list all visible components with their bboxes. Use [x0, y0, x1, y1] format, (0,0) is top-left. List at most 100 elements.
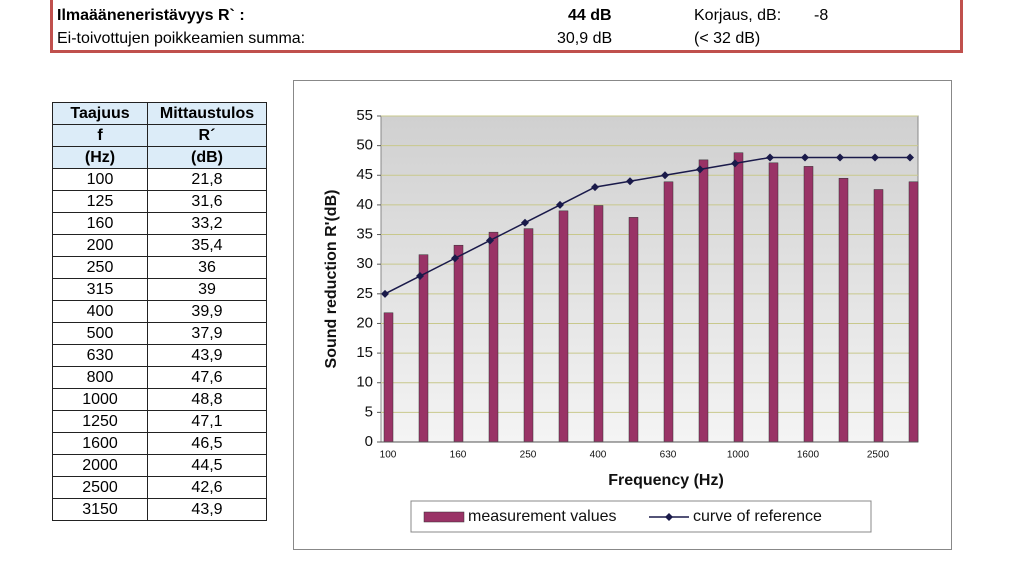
bar [838, 177, 849, 443]
table-row: 2500 42,6 [52, 476, 267, 499]
bar [383, 312, 394, 443]
table-row: 1600 46,5 [52, 432, 267, 455]
y-tick-label: 25 [356, 285, 373, 302]
table-cell: 400 [52, 300, 148, 323]
table-row: 200 35,4 [52, 234, 267, 257]
y-tick-label: 50 [356, 137, 373, 154]
data-table: Taajuus Mittaustulos f R´ (Hz) (dB) 100 21,8 125… [52, 102, 267, 521]
marker [451, 254, 459, 263]
marker [801, 153, 809, 162]
marker [871, 153, 879, 162]
marker [416, 272, 424, 281]
y-tick-label: 35 [356, 226, 373, 243]
table-cell: 31,6 [147, 190, 267, 213]
table-row: 250 36 [52, 256, 267, 279]
table-row: 500 37,9 [52, 322, 267, 345]
bar [908, 181, 919, 443]
table-cell: 100 [52, 168, 148, 191]
table-cell: 43,9 [147, 498, 267, 521]
table-cell: (Hz) [52, 146, 148, 169]
marker [486, 236, 494, 245]
y-tick-label: 55 [356, 107, 373, 124]
table-row: f R´ [52, 124, 267, 147]
legend-label: measurement values [468, 508, 617, 525]
bar [873, 189, 884, 443]
table-cell: 630 [52, 344, 148, 367]
marker [661, 171, 669, 180]
chart: Frequency (Hz) Sound reduction R'(dB) 0 5… [323, 107, 919, 533]
table-row: 1250 47,1 [52, 410, 267, 433]
bar [523, 228, 534, 443]
y-tick-label: 15 [356, 344, 373, 361]
x-tick-label: 250 [520, 450, 537, 461]
label: Korjaus, dB: [694, 7, 782, 24]
table-cell: 2500 [52, 476, 148, 499]
bar [593, 205, 604, 443]
y-tick-label: 20 [356, 314, 373, 331]
table-cell: R´ [147, 124, 267, 147]
marker [766, 153, 774, 162]
table-row: 160 33,2 [52, 212, 267, 235]
legend-swatch [423, 511, 465, 523]
bar [768, 162, 779, 443]
y-tick-label: 45 [356, 166, 373, 183]
table-cell: 46,5 [147, 432, 267, 455]
bar [628, 217, 639, 443]
bar [663, 181, 674, 443]
value: 44 dB [568, 7, 612, 24]
table-cell: 200 [52, 234, 148, 257]
table-cell: 47,1 [147, 410, 267, 433]
table-cell: 21,8 [147, 168, 267, 191]
label: Ilmaääneneristävyys R` : [57, 7, 245, 24]
table-row: 1000 48,8 [52, 388, 267, 411]
bar [558, 210, 569, 443]
x-tick-label: 630 [660, 450, 677, 461]
x-tick-label: 160 [450, 450, 467, 461]
marker [696, 165, 704, 174]
table-cell: 315 [52, 278, 148, 301]
table-cell: 125 [52, 190, 148, 213]
table-cell: 2000 [52, 454, 148, 477]
table-cell: 250 [52, 256, 148, 279]
bar [453, 244, 464, 443]
bar [698, 159, 709, 443]
table-cell: 35,4 [147, 234, 267, 257]
table-row: Taajuus Mittaustulos [52, 102, 267, 125]
table-cell: 500 [52, 322, 148, 345]
table-cell: 36 [147, 256, 267, 279]
y-tick-label: 30 [356, 255, 373, 272]
table-cell: Mittaustulos [147, 102, 267, 125]
table-row: 125 31,6 [52, 190, 267, 213]
marker [556, 200, 564, 209]
reference-line [384, 156, 910, 295]
y-tick-label: 10 [356, 374, 373, 391]
plot-area [380, 115, 919, 443]
table-cell: Taajuus [52, 102, 148, 125]
table-row: 2000 44,5 [52, 454, 267, 477]
bar [733, 152, 744, 443]
table-cell: f [52, 124, 148, 147]
table-row: 800 47,6 [52, 366, 267, 389]
marker [626, 177, 634, 186]
table-cell: (dB) [147, 146, 267, 169]
table-cell: 3150 [52, 498, 148, 521]
table-cell: 1600 [52, 432, 148, 455]
y-tick-label: 5 [365, 403, 373, 420]
x-tick-label: 1600 [797, 450, 820, 461]
legend [410, 500, 872, 533]
table-cell: 800 [52, 366, 148, 389]
table-row: 3150 43,9 [52, 498, 267, 521]
y-tick-label: 40 [356, 196, 373, 213]
table-cell: 1000 [52, 388, 148, 411]
marker [521, 218, 529, 227]
table-cell: 37,9 [147, 322, 267, 345]
table-cell: 47,6 [147, 366, 267, 389]
x-tick-label: 1000 [727, 450, 750, 461]
bar [803, 166, 814, 443]
table-cell: 1250 [52, 410, 148, 433]
bar [488, 231, 499, 443]
table-cell: 33,2 [147, 212, 267, 235]
table-cell: 42,6 [147, 476, 267, 499]
marker [381, 289, 389, 298]
